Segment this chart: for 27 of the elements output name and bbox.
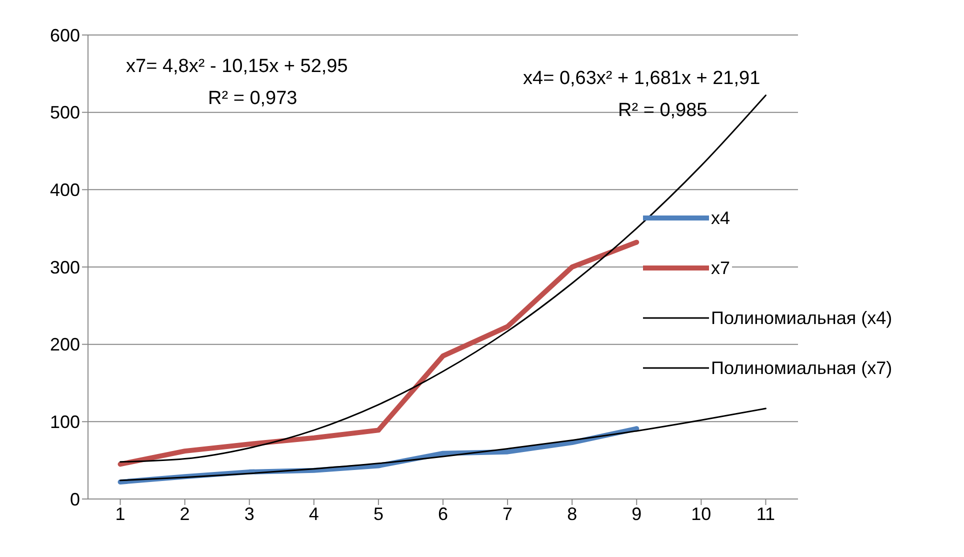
x-tick-label: 8: [567, 504, 578, 524]
x-tick-label: 6: [438, 504, 448, 524]
y-tick-label: 0: [70, 489, 80, 510]
legend-label: Полиномиальная (x4): [709, 308, 894, 328]
x-tick-label: 7: [502, 504, 513, 524]
y-tick-label: 200: [50, 334, 80, 355]
x-tick-label: 5: [373, 504, 384, 524]
annotation: R² = 0,973: [208, 88, 298, 110]
line-series: [120, 408, 766, 482]
annotation: x4= 0,63x² + 1,681x + 21,91: [523, 68, 760, 90]
legend-label: x7: [709, 258, 732, 278]
x-tick-label: 9: [632, 504, 642, 524]
annotation: R² = 0,985: [618, 100, 708, 122]
legend-label: Полиномиальная (x7): [709, 358, 894, 378]
x-tick-label: 3: [244, 504, 254, 524]
y-tick-label: 300: [50, 257, 80, 278]
y-tick-label: 500: [50, 102, 80, 123]
x-tick-label: 1: [115, 504, 126, 524]
x-tick-label: 10: [691, 504, 712, 524]
x-tick-label: 2: [180, 504, 190, 524]
y-tick-label: 600: [50, 25, 80, 46]
legend-label: x4: [709, 208, 732, 228]
y-tick-label: 400: [50, 180, 80, 200]
annotation: x7= 4,8x² - 10,15x + 52,95: [126, 56, 348, 78]
x-tick-label: 11: [756, 504, 776, 524]
x-tick-label: 4: [308, 504, 319, 524]
y-tick-label: 100: [50, 412, 80, 432]
